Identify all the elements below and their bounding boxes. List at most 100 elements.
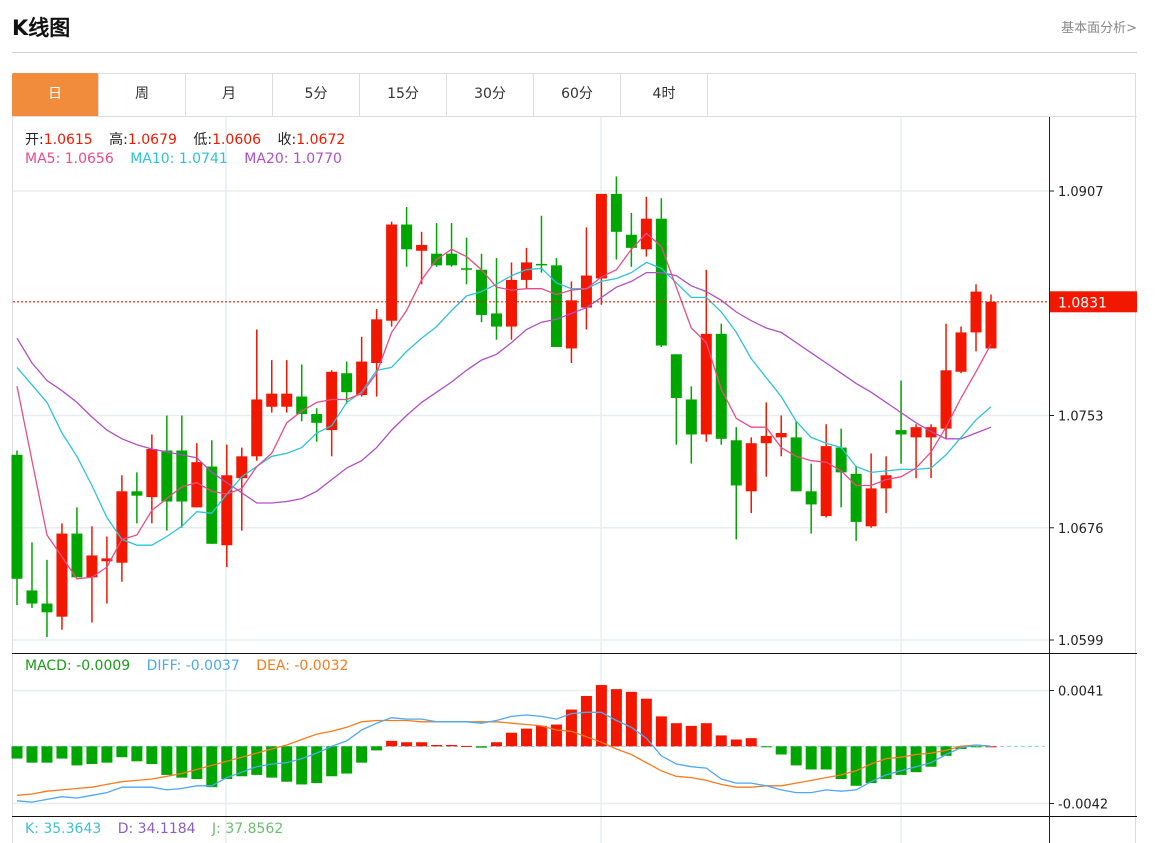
divider <box>12 52 1137 53</box>
candle-body <box>266 393 278 407</box>
macd-bar <box>71 746 83 766</box>
ma10-line <box>16 261 992 546</box>
candle <box>356 336 368 397</box>
candle <box>640 196 652 257</box>
ma10-value: 1.0741 <box>178 151 228 167</box>
d-value: 34.1184 <box>137 821 196 837</box>
candle-body <box>101 558 113 562</box>
candle <box>700 269 712 442</box>
candle <box>685 386 697 464</box>
candle <box>880 456 892 514</box>
open-value: 1.0615 <box>43 132 93 148</box>
macd-bar <box>146 746 158 765</box>
macd-bar <box>595 685 607 747</box>
macd-bar <box>86 746 98 765</box>
tab-5min[interactable]: 5分 <box>273 73 360 116</box>
candle-body <box>311 414 323 423</box>
candle-body <box>535 263 547 266</box>
macd-bar <box>580 695 592 747</box>
ma20-label: MA20: <box>244 151 293 167</box>
macd-bar <box>910 746 922 773</box>
macd-bar <box>970 746 982 748</box>
tab-60min[interactable]: 60分 <box>534 73 621 116</box>
candle <box>565 281 577 364</box>
tab-month[interactable]: 月 <box>186 73 273 116</box>
tab-30min[interactable]: 30分 <box>447 73 534 116</box>
macd-bar <box>311 746 323 784</box>
candle-body <box>685 399 697 435</box>
tab-15min[interactable]: 15分 <box>360 73 447 116</box>
candle-body <box>760 435 772 444</box>
candle <box>71 507 83 578</box>
macd-bar <box>775 746 787 755</box>
candle <box>970 284 982 352</box>
j-label: J: <box>212 821 226 837</box>
candle <box>41 559 53 638</box>
macd-bar <box>116 746 128 758</box>
candle <box>446 223 458 267</box>
ohlc-legend: 开:1.0615 高:1.0679 低:1.0606 收:1.0672 <box>25 129 345 149</box>
candle-body <box>161 450 173 502</box>
candle <box>520 247 532 289</box>
macd-bar <box>416 742 428 747</box>
last-price-label: 1.0831 <box>1058 295 1107 311</box>
macd-tick-label: -0.0042 <box>1058 798 1108 813</box>
fundamental-analysis-link[interactable]: 基本面分析> <box>1061 21 1137 36</box>
d-label: D: <box>117 821 138 837</box>
candle-body <box>655 218 667 346</box>
macd-bar <box>341 746 353 774</box>
candle <box>610 176 622 260</box>
macd-bar <box>760 746 772 748</box>
macd-bar <box>640 698 652 747</box>
macd-bar <box>745 738 757 747</box>
macd-bar <box>491 742 503 747</box>
macd-bar <box>835 746 847 779</box>
macd-bar <box>461 745 473 747</box>
macd-bar <box>520 728 532 747</box>
macd-bar <box>401 742 413 747</box>
candle <box>176 415 188 528</box>
k-value: 35.3643 <box>43 821 102 837</box>
candle-body <box>326 371 338 431</box>
diff-value: -0.0037 <box>185 658 240 674</box>
candle-body <box>670 354 682 399</box>
candle-body <box>341 373 353 393</box>
candle <box>835 428 847 508</box>
candle-body <box>56 533 68 617</box>
candle <box>221 444 233 568</box>
candle <box>940 323 952 439</box>
candle-body <box>176 450 188 502</box>
candle-body <box>610 193 622 232</box>
macd-bar <box>655 716 667 747</box>
candle-body <box>11 454 23 579</box>
tab-week[interactable]: 周 <box>99 73 186 116</box>
candle <box>26 542 38 608</box>
price-tick-label: 1.0676 <box>1058 522 1104 537</box>
candle-body <box>461 268 473 270</box>
tab-4hour[interactable]: 4时 <box>621 73 708 116</box>
candle-body <box>236 456 248 479</box>
macd-bar <box>56 746 68 759</box>
macd-bar <box>236 746 248 777</box>
diff-line <box>16 711 992 803</box>
macd-bar <box>550 724 562 747</box>
macd-bar <box>985 746 997 748</box>
candle-body <box>850 473 862 522</box>
candle-body <box>401 224 413 250</box>
macd-bar <box>251 746 263 775</box>
candle-body <box>221 475 233 546</box>
candle-body <box>41 603 53 613</box>
candle-body <box>565 300 577 349</box>
candle <box>595 193 607 305</box>
low-label: 低: <box>193 132 213 148</box>
macd-bar <box>371 746 383 751</box>
candle <box>730 427 742 540</box>
candle <box>820 424 832 518</box>
candle-body <box>116 491 128 563</box>
candle-body <box>625 234 637 248</box>
tab-day[interactable]: 日 <box>12 73 99 116</box>
candle <box>895 380 907 464</box>
candle-body <box>940 370 952 429</box>
period-tabs: 日 周 月 5分 15分 30分 60分 4时 <box>12 73 1137 117</box>
